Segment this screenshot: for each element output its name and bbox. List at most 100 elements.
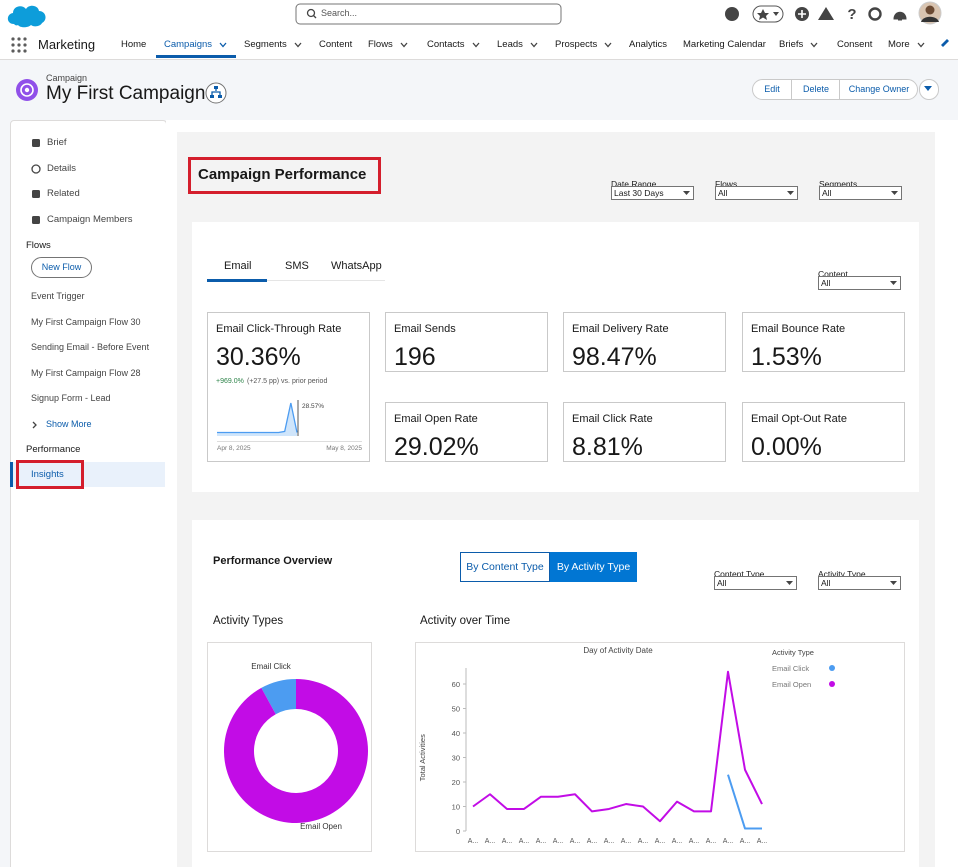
filter-arrow xyxy=(787,191,794,195)
x-tick-label: A... xyxy=(587,838,598,845)
filter-value[interactable]: All xyxy=(718,188,728,198)
filter-value[interactable]: All xyxy=(821,578,831,588)
guidance-icon[interactable] xyxy=(818,7,834,20)
chart-frame xyxy=(415,642,905,852)
flow-link[interactable]: Sending Email - Before Event xyxy=(31,342,150,352)
arrow xyxy=(891,191,898,195)
sidebar-item[interactable]: Related xyxy=(47,188,80,199)
kpi-value: 1.53% xyxy=(751,343,822,371)
filter-label: Date Range xyxy=(611,179,657,189)
nav-tab[interactable]: Home xyxy=(121,39,147,50)
channel-tab[interactable]: Email xyxy=(224,260,252,272)
chevron-icon xyxy=(32,421,37,429)
search-box[interactable] xyxy=(295,3,562,25)
action-button[interactable]: Delete xyxy=(791,80,840,99)
nav-tab[interactable]: Flows xyxy=(368,39,393,50)
section-title: Activity Types xyxy=(213,615,284,627)
nav-tab[interactable]: Marketing Calendar xyxy=(683,39,766,50)
legend-dot[interactable] xyxy=(829,665,835,671)
app-launcher[interactable] xyxy=(11,37,27,53)
y-tick-label: 50 xyxy=(452,705,460,714)
edit-nav-icon[interactable] xyxy=(941,39,949,47)
filter-value[interactable]: All xyxy=(822,188,832,198)
legend-dot[interactable] xyxy=(829,681,835,687)
nav-tab[interactable]: Contacts xyxy=(427,39,465,50)
agent-icon[interactable] xyxy=(725,7,739,21)
flow-link[interactable]: Event Trigger xyxy=(31,291,85,301)
nav-tab[interactable]: Leads xyxy=(497,39,523,50)
flow-link[interactable]: My First Campaign Flow 30 xyxy=(31,317,141,327)
filter-select[interactable] xyxy=(714,576,797,590)
filter-value[interactable]: All xyxy=(821,278,831,288)
x-tick-label: A... xyxy=(638,838,649,845)
channel-tab[interactable]: SMS xyxy=(285,260,309,272)
filter-select[interactable] xyxy=(818,576,901,590)
arrow xyxy=(890,281,897,285)
sidebar-item[interactable]: Campaign Members xyxy=(47,214,133,225)
kpi-tile xyxy=(563,312,726,372)
x-tick-label: A... xyxy=(519,838,530,845)
sidebar-item[interactable]: Brief xyxy=(47,137,67,148)
kpi-label: Email Delivery Rate xyxy=(572,323,669,335)
tab-underline xyxy=(207,279,267,282)
icon-shape xyxy=(32,216,40,224)
action-button[interactable]: Change Owner xyxy=(839,80,917,99)
logo[interactable] xyxy=(7,5,46,28)
nav-tab[interactable]: Analytics xyxy=(629,39,668,50)
toggle-button-active[interactable]: By Activity Type xyxy=(550,552,637,582)
filter-value[interactable]: Last 30 Days xyxy=(614,188,664,198)
donut-chart: Email Click Email Open xyxy=(224,662,368,831)
x-tick-label: A... xyxy=(740,838,751,845)
icon-shape xyxy=(31,164,41,174)
chevron xyxy=(472,42,480,48)
kpi-label: Email Bounce Rate xyxy=(751,323,846,335)
y-tick-label: 60 xyxy=(452,680,460,689)
sidebar-item[interactable]: Details xyxy=(47,163,77,174)
flow-link[interactable]: Signup Form - Lead xyxy=(31,393,111,403)
nav-tab[interactable]: Consent xyxy=(837,39,873,50)
notifications-icon[interactable] xyxy=(893,11,907,21)
sidebar-icon xyxy=(32,216,40,224)
sidebar-item-selected[interactable]: Insights xyxy=(31,469,64,480)
icon-shape xyxy=(32,139,40,147)
filter-select[interactable] xyxy=(819,186,902,200)
filter-select[interactable] xyxy=(715,186,798,200)
top-chrome: ? xyxy=(0,0,958,60)
toggle-button[interactable]: By Content Type xyxy=(460,552,550,582)
nav-tab[interactable]: Prospects xyxy=(555,39,598,50)
action-button[interactable]: Edit xyxy=(764,84,780,94)
show-more[interactable]: Show More xyxy=(46,419,92,429)
chevron-icon xyxy=(810,42,818,48)
flow-link[interactable]: My First Campaign Flow 28 xyxy=(31,368,141,378)
kpi-tile xyxy=(742,312,905,372)
nav-tab[interactable]: Campaigns xyxy=(164,39,213,50)
sparkline-start-label: Apr 8, 2025 xyxy=(217,445,251,452)
nav-tab[interactable]: Briefs xyxy=(779,39,804,50)
kpi-change: +969.0% xyxy=(216,378,244,385)
kpi-label: Email Opt-Out Rate xyxy=(751,413,847,425)
action-menu-icon xyxy=(924,86,932,91)
setup-icon[interactable] xyxy=(868,7,882,21)
filter-select[interactable] xyxy=(611,186,694,200)
filter-value[interactable]: All xyxy=(717,578,727,588)
nav-tab[interactable]: More xyxy=(888,39,910,50)
kpi-label: Email Sends xyxy=(394,323,456,335)
arrow xyxy=(890,581,897,585)
filter-label: Content xyxy=(818,269,848,279)
kpi-label: Email Click Rate xyxy=(572,413,653,425)
donut-slice xyxy=(261,679,296,715)
nav-tab[interactable]: Segments xyxy=(244,39,287,50)
app-name: Marketing xyxy=(38,37,96,52)
x-tick-label: A... xyxy=(706,838,717,845)
nav-tab[interactable]: Content xyxy=(319,39,353,50)
y-tick-label: 20 xyxy=(452,778,460,787)
arrow xyxy=(787,191,794,195)
chevron-icon xyxy=(294,42,302,48)
channel-tab[interactable]: WhatsApp xyxy=(331,260,382,272)
filter-select[interactable] xyxy=(818,276,901,290)
help-icon[interactable]: ? xyxy=(847,6,856,23)
kpi-value: 0.00% xyxy=(751,433,822,461)
new-flow-button[interactable]: New Flow xyxy=(31,257,92,278)
chevron-icon xyxy=(530,42,538,48)
y-tick-label: 40 xyxy=(452,729,460,738)
